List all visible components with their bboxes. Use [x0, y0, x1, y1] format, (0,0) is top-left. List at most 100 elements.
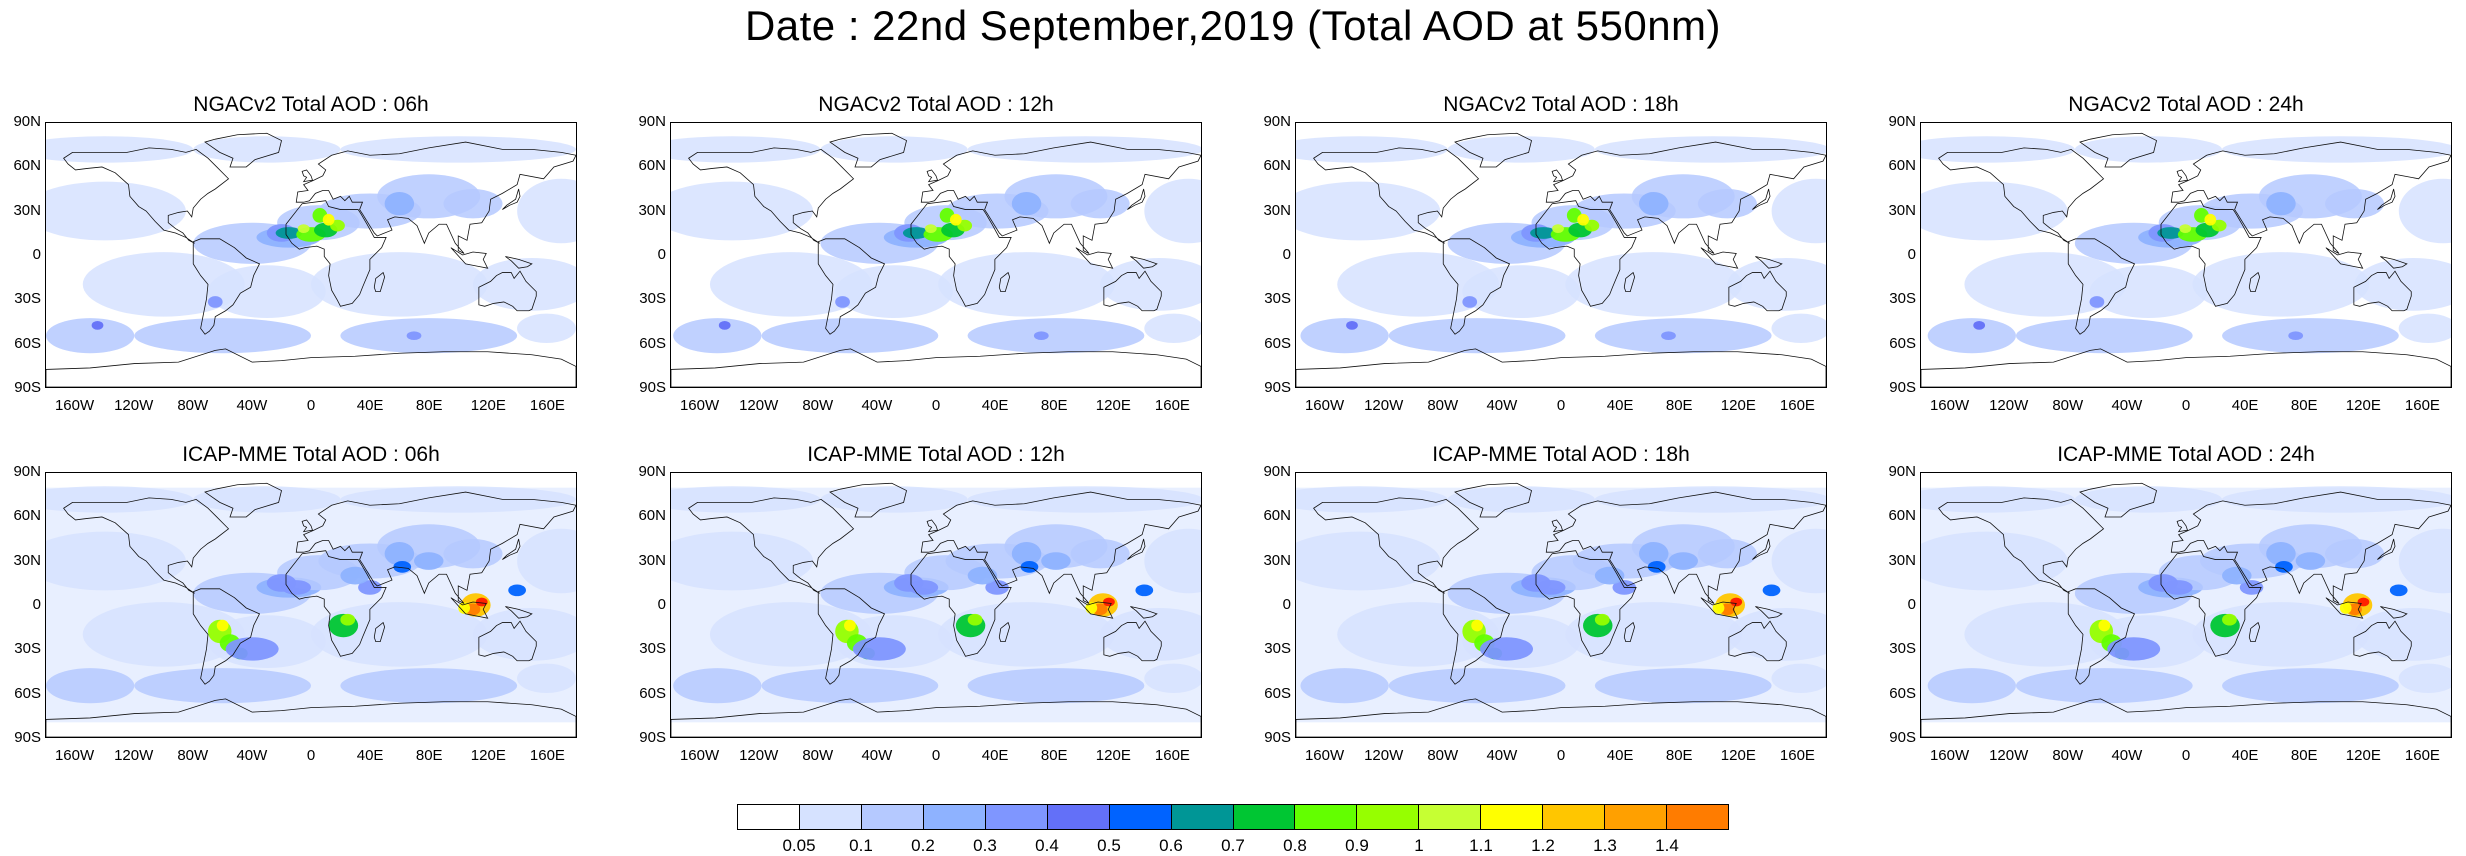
- aod-contour: [1565, 252, 1743, 317]
- lat-tick-label: 90N: [1263, 463, 1291, 480]
- lat-tick-label: 60N: [638, 157, 666, 175]
- colorbar-label: 1: [1414, 836, 1424, 855]
- lon-tick-label: 160E: [2404, 397, 2440, 414]
- aod-contour: [517, 313, 576, 344]
- lat-tick-label: 0: [1282, 596, 1291, 613]
- colorbar-swatch: [923, 805, 986, 829]
- aod-contour: [1300, 668, 1389, 704]
- aod-contour: [1594, 613, 1610, 626]
- aod-contour: [2354, 257, 2451, 311]
- aod-contour: [820, 486, 968, 513]
- lon-tick-label: 120W: [1364, 747, 1404, 764]
- lon-tick-label: 160E: [2404, 747, 2440, 764]
- aod-contour: [193, 136, 341, 163]
- lat-tick-label: 30N: [638, 551, 666, 569]
- coastlines: [46, 132, 576, 387]
- aod-contour: [414, 552, 444, 570]
- aod-contour: [46, 318, 135, 354]
- coastline-indonesia: [2325, 247, 2364, 269]
- page-title: Date : 22nd September,2019 (Total AOD at…: [744, 2, 1722, 49]
- lat-tick-label: 60S: [1264, 684, 1291, 702]
- coastline-south-america: [1442, 238, 1511, 335]
- aod-contour: [1697, 539, 1757, 569]
- aod-contour: [967, 136, 1201, 163]
- aod-contour: [1447, 486, 1595, 513]
- colorbar-label: 1.4: [1655, 836, 1679, 855]
- aod-contour: [673, 668, 762, 704]
- aod-contour: [1011, 541, 1042, 566]
- colorbar-swatch: [799, 805, 862, 829]
- lon-tick-label: 40W: [2111, 747, 2143, 764]
- lon-tick-label: 120E: [1720, 397, 1756, 414]
- aod-contour: [1964, 602, 2127, 667]
- aod-contour: [340, 566, 370, 585]
- map-panel: NGACv2 Total AOD : 12h 90N 60N 30N 0 30S 60S 90…: [638, 93, 1202, 417]
- coastline-uk: [926, 519, 939, 533]
- aod-contour: [330, 219, 345, 232]
- coastline-south-america: [1442, 588, 1511, 685]
- lat-tick-label: 30S: [1264, 640, 1291, 658]
- coastline-antarctica: [671, 698, 1201, 737]
- lat-tick-label: 90S: [1889, 379, 1916, 396]
- lon-tick-label: 0: [2181, 747, 2191, 764]
- lon-tick-label: 40E: [981, 397, 1009, 414]
- aod-contour: [1730, 597, 1743, 607]
- lon-tick-label: 160W: [679, 397, 720, 414]
- lat-tick-label: 30N: [13, 551, 41, 569]
- aod-contour: [2354, 607, 2451, 661]
- coastline-japan: [502, 188, 521, 210]
- lon-tick-label: 0: [306, 397, 316, 414]
- aod-contour: [1337, 252, 1500, 317]
- lat-tick-label: 0: [32, 596, 41, 613]
- coastline-uk: [926, 169, 939, 183]
- lon-tick-label: 120E: [1095, 397, 1131, 414]
- aod-contour: [1447, 136, 1595, 163]
- aod-contour: [2398, 663, 2451, 694]
- aod-contour: [1337, 602, 1500, 667]
- colorbar-swatch: [1109, 805, 1172, 829]
- coastline-new-guinea: [505, 256, 533, 269]
- colorbar-swatch: [1171, 805, 1234, 829]
- aod-contour: [475, 597, 488, 607]
- aod-contour: [340, 613, 356, 626]
- aod-contour: [1535, 580, 1566, 595]
- lat-tick-label: 30S: [1889, 640, 1916, 658]
- aod-background: [46, 123, 576, 387]
- aod-contour: [2074, 136, 2223, 163]
- aod-contour: [2295, 552, 2326, 570]
- lon-tick-label: 40E: [2231, 397, 2259, 414]
- coastlines: [46, 482, 576, 737]
- aod-contour: [1471, 619, 1483, 632]
- coastline-new-guinea: [2380, 256, 2408, 269]
- aod-contour: [2015, 668, 2193, 704]
- aod-contour: [2222, 136, 2451, 163]
- coastline-australia: [478, 270, 537, 312]
- coastline-africa: [1535, 550, 1637, 657]
- aod-contour: [91, 321, 104, 330]
- lon-tick-label: 80E: [1665, 747, 1693, 764]
- coastline-australia: [2353, 620, 2412, 662]
- lat-tick-label: 30N: [1888, 551, 1916, 569]
- colorbar-label: 0.6: [1159, 836, 1183, 855]
- coastline-greenland: [1454, 132, 1532, 168]
- lat-tick-label: 0: [1282, 246, 1291, 263]
- lat-tick-label: 60N: [638, 507, 666, 525]
- aod-contour: [1927, 318, 2016, 354]
- aod-contour: [2339, 602, 2352, 614]
- coastline-antarctica: [671, 348, 1201, 387]
- aod-contour: [1144, 663, 1201, 694]
- aod-contour: [2398, 178, 2451, 244]
- aod-contour: [671, 531, 814, 591]
- colorbar-label: 0.5: [1097, 836, 1121, 855]
- coastline-japan: [1127, 538, 1146, 560]
- aod-contour: [1296, 181, 1441, 241]
- coastline-madagascar: [998, 271, 1011, 293]
- coastlines: [671, 132, 1201, 387]
- lat-tick-label: 30N: [13, 201, 41, 219]
- coastline-uk: [2176, 169, 2189, 183]
- aod-field: [1296, 136, 1826, 354]
- aod-map: [1921, 123, 2451, 387]
- aod-contour: [82, 252, 245, 317]
- aod-map: [46, 473, 576, 737]
- coastline-africa: [910, 550, 1012, 657]
